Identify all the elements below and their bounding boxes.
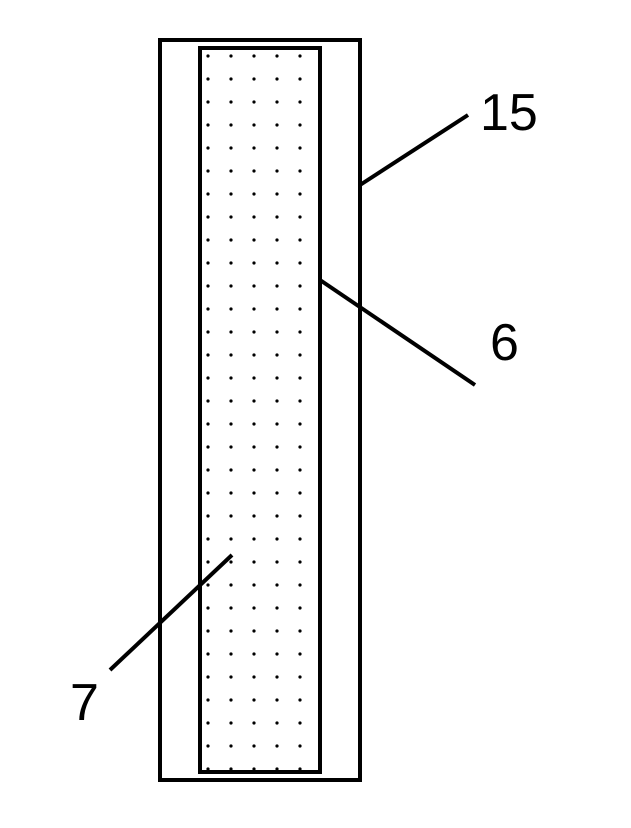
label-7: 7 [70,674,99,732]
inner-dotted-layer-rect [200,48,320,772]
cross-section-diagram: 1567 [0,0,631,828]
label-6: 6 [490,314,519,372]
label-6-leader [320,280,475,385]
label-15-leader [360,115,468,185]
label-15: 15 [480,84,538,142]
